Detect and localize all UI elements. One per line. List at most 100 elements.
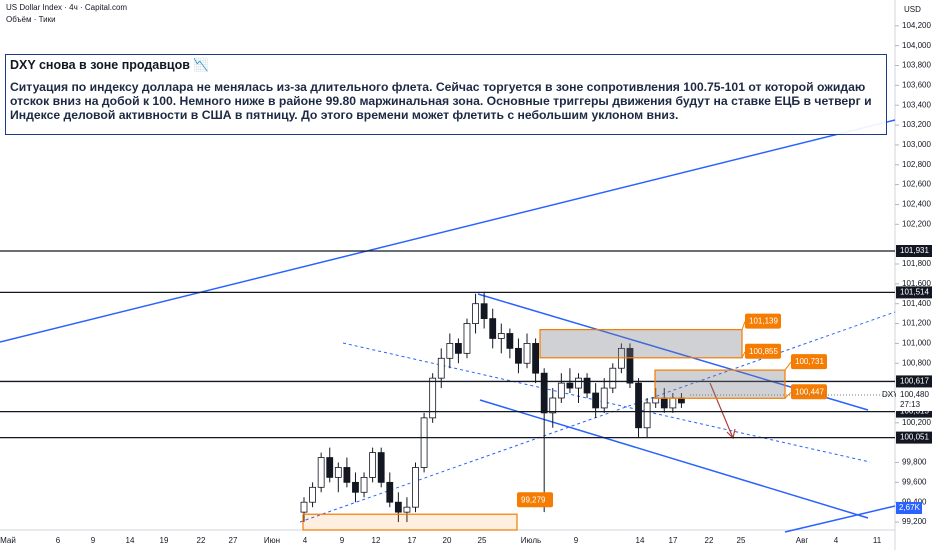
- candle-body: [635, 382, 642, 429]
- candle-body: [429, 377, 437, 419]
- x-tick-label: 27: [229, 536, 238, 545]
- x-tick-label: 17: [408, 536, 417, 545]
- zone-badge: [791, 354, 827, 370]
- zone-connector: [741, 351, 746, 359]
- candle-body: [489, 318, 497, 339]
- x-tick-label: 17: [669, 536, 678, 545]
- candle-body: [549, 397, 557, 414]
- zone-badge: [791, 384, 827, 400]
- candle-body: [506, 333, 514, 349]
- note-box: DXY снова в зоне продавцов 📉 Ситуация по…: [5, 54, 887, 135]
- candle-body: [446, 343, 454, 359]
- candle-body: [575, 377, 582, 389]
- x-tick-label: 11: [873, 536, 882, 545]
- candle-body: [300, 501, 308, 513]
- candle-body: [515, 347, 522, 364]
- candle-body: [532, 343, 540, 374]
- candle-body: [592, 392, 600, 409]
- x-tick-label: 4: [834, 536, 839, 545]
- y-tick-label: 102,200: [902, 219, 931, 228]
- candle-body: [343, 467, 351, 483]
- zone-connector: [784, 361, 792, 371]
- x-tick-label: 9: [91, 536, 96, 545]
- candle-body: [386, 481, 394, 503]
- level-badge: [896, 286, 932, 299]
- x-tick-label: 25: [478, 536, 487, 545]
- candle-body: [480, 303, 488, 319]
- y-tick-label: 100,800: [902, 358, 931, 367]
- drawings: [0, 119, 896, 533]
- candle-body: [497, 333, 505, 339]
- x-tick-label: 6: [56, 536, 61, 545]
- y-tick-label: 99,600: [902, 477, 927, 486]
- countdown: 27:13: [900, 400, 921, 409]
- y-tick-label: 102,400: [902, 200, 931, 209]
- trend-line: [784, 505, 896, 533]
- overlays: 101,139 100,855 100,731 100,447 99,279: [0, 250, 895, 531]
- candle-body: [583, 377, 591, 394]
- candle-body: [643, 402, 651, 429]
- zone-box: [654, 369, 786, 399]
- candle-body: [420, 417, 428, 468]
- candle-body: [369, 452, 377, 478]
- zone-badge: [517, 492, 553, 508]
- candle-body: [463, 323, 471, 354]
- candle-body: [540, 372, 548, 414]
- y-tick-label: 99,400: [902, 497, 927, 506]
- zone-label: 100,731: [795, 357, 824, 366]
- y-tick-label: 103,400: [902, 100, 931, 109]
- volume-badge: [896, 502, 922, 514]
- support-box: [302, 513, 518, 531]
- x-tick-label: 22: [197, 536, 206, 545]
- candle-body: [334, 467, 342, 478]
- candle-body: [626, 347, 634, 384]
- candle-body: [317, 457, 325, 488]
- candle-body: [454, 343, 462, 354]
- y-tick-label: 102,600: [902, 180, 931, 189]
- volume-label: 2,67K: [899, 503, 921, 512]
- level-badge: [896, 375, 932, 388]
- x-tick-label: 12: [372, 536, 381, 545]
- y-tick-label: 102,800: [902, 160, 931, 169]
- level-label: 101,514: [900, 288, 929, 297]
- candle-body: [600, 387, 608, 409]
- zone-connector: [784, 391, 792, 399]
- candle-body: [557, 382, 565, 399]
- candle-body: [403, 506, 411, 513]
- zone-label: 99,279: [521, 495, 546, 504]
- y-tick-label: 103,000: [902, 140, 931, 149]
- zone-box: [539, 329, 743, 359]
- y-tick-label: 101,600: [902, 279, 931, 288]
- x-tick-label: Июн: [264, 536, 280, 545]
- x-tick-label: Июль: [521, 536, 541, 545]
- candle-body: [394, 501, 402, 513]
- candle-body: [412, 467, 419, 508]
- y-tick-label: 104,200: [902, 21, 931, 30]
- zone-label: 100,447: [795, 387, 824, 396]
- zone-badge: [745, 313, 781, 329]
- candle-body: [437, 357, 445, 379]
- y-tick-label: 104,000: [902, 41, 931, 50]
- zone-badge: [745, 343, 781, 359]
- candle-body: [472, 303, 479, 324]
- x-tick-label: Авг: [796, 536, 809, 545]
- y-tick-label: 101,400: [902, 299, 931, 308]
- zone-label: 100,855: [749, 347, 778, 356]
- trend-line: [0, 119, 896, 343]
- y-tick-label: 99,200: [902, 517, 927, 526]
- last-symbol: DXY: [882, 390, 899, 399]
- x-tick-label: 9: [340, 536, 345, 545]
- x-tick-label: Май: [0, 536, 16, 545]
- y-tick-label: 103,600: [902, 80, 931, 89]
- zone-connector: [741, 321, 746, 330]
- currency-label: USD: [904, 5, 921, 14]
- y-tick-label: 103,200: [902, 120, 931, 129]
- level-label: 100,313: [900, 407, 929, 416]
- level-label: 100,617: [900, 377, 929, 386]
- y-tick-label: 101,800: [902, 259, 931, 268]
- x-tick-label: 22: [705, 536, 714, 545]
- y-tick-label: 100,200: [902, 418, 931, 427]
- candle-body: [669, 397, 677, 409]
- candle-body: [660, 397, 668, 409]
